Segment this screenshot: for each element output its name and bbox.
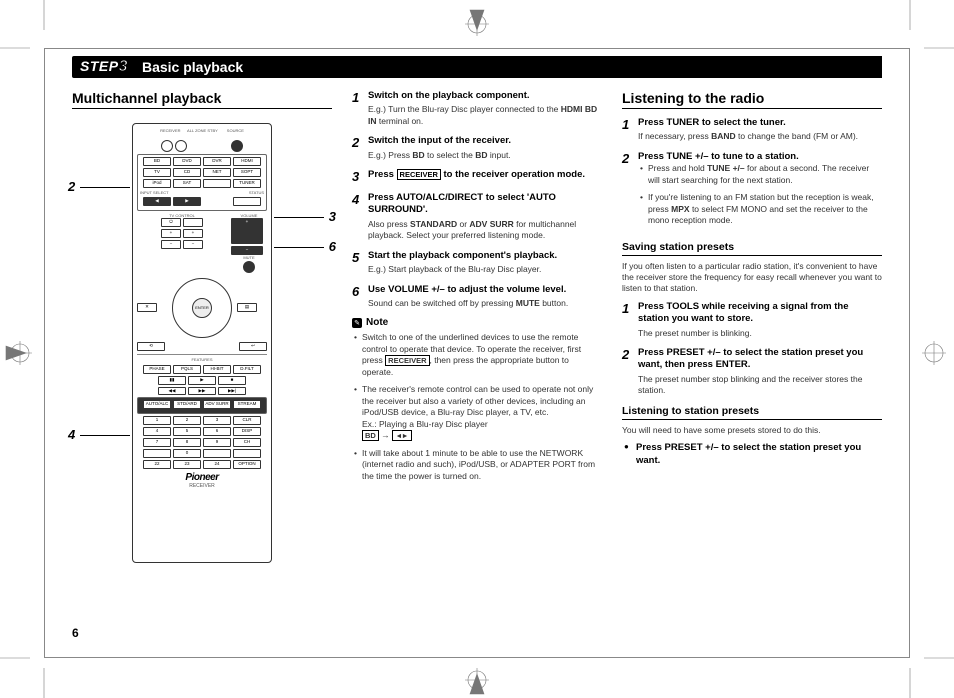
callout-2: 2 <box>68 179 75 194</box>
note-item: Switch to one of the underlined devices … <box>352 332 602 378</box>
page-number: 6 <box>72 626 79 640</box>
listening-intro: You will need to have some presets store… <box>622 425 882 436</box>
column-radio: Listening to the radio 1Press TUNER to s… <box>622 90 882 563</box>
step-item: 2Press PRESET +/– to select the station … <box>622 347 882 397</box>
note-item: The receiver's remote control can be use… <box>352 384 602 441</box>
step-item: 6Use VOLUME +/– to adjust the volume lev… <box>352 284 602 310</box>
callout-3: 3 <box>329 209 336 224</box>
saving-intro: If you often listen to a particular radi… <box>622 261 882 295</box>
step-item: 5Start the playback component's playback… <box>352 250 602 276</box>
remote-diagram: 2 3 6 4 RECEIVER ALL ZONE STBY SOURCE BD… <box>72 117 332 563</box>
note-item: It will take about 1 minute to be able t… <box>352 448 602 482</box>
page-content: STEP3 Basic playback Multichannel playba… <box>72 56 882 646</box>
step-badge: STEP3 <box>72 56 134 78</box>
step-item: 2Switch the input of the receiver.E.g.) … <box>352 135 602 161</box>
step-item: 3Press RECEIVER to the receiver operatio… <box>352 169 602 184</box>
playback-steps: 1Switch on the playback component.E.g.) … <box>352 90 602 309</box>
subheading-saving: Saving station presets <box>622 241 882 256</box>
callout-6: 6 <box>329 239 336 254</box>
brand-logo: Pioneer <box>137 472 267 483</box>
column-multichannel: Multichannel playback 2 3 6 4 RECEIVER A… <box>72 90 332 563</box>
step-header: STEP3 Basic playback <box>72 56 882 78</box>
remote-control: RECEIVER ALL ZONE STBY SOURCE BDDVDDVRHD… <box>132 123 272 563</box>
step-item: 4Press AUTO/ALC/DIRECT to select 'AUTO S… <box>352 192 602 242</box>
note-heading: ✎ Note <box>352 317 602 328</box>
heading-radio: Listening to the radio <box>622 90 882 109</box>
step-item: 1Switch on the playback component.E.g.) … <box>352 90 602 127</box>
note-title: Note <box>366 317 388 328</box>
step-item: 2Press TUNE +/– to tune to a station.Pre… <box>622 151 882 233</box>
note-icon: ✎ <box>352 318 362 328</box>
step-badge-text: STEP <box>80 58 119 74</box>
heading-multichannel: Multichannel playback <box>72 90 332 109</box>
subheading-listening: Listening to station presets <box>622 405 882 420</box>
radio-steps-b: 1Press TOOLS while receiving a signal fr… <box>622 301 882 397</box>
radio-steps-a: 1Press TUNER to select the tuner.If nece… <box>622 117 882 233</box>
callout-4: 4 <box>68 427 75 442</box>
column-steps: 1Switch on the playback component.E.g.) … <box>352 90 602 563</box>
step-item: 1Press TOOLS while receiving a signal fr… <box>622 301 882 339</box>
final-bullet: Press PRESET +/– to select the station p… <box>622 442 882 468</box>
step-number: 3 <box>119 58 128 75</box>
step-item: 1Press TUNER to select the tuner.If nece… <box>622 117 882 143</box>
note-bullets: Switch to one of the underlined devices … <box>352 332 602 482</box>
step-title: Basic playback <box>132 56 882 78</box>
